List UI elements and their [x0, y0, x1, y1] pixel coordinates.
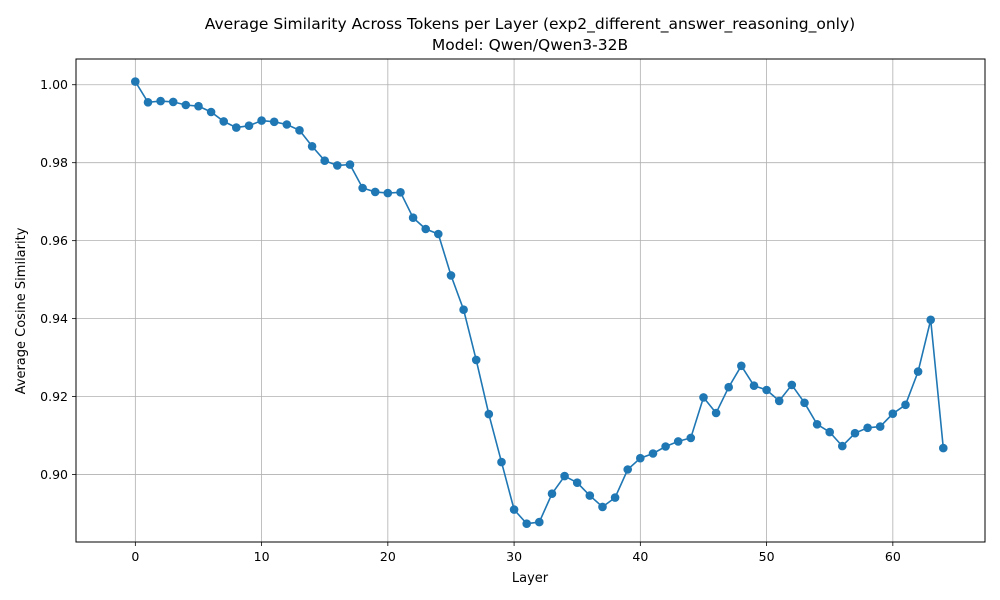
x-tick-label: 50	[759, 549, 775, 564]
data-point	[345, 160, 355, 169]
data-point	[459, 305, 468, 315]
chart-title: Average Similarity Across Tokens per Lay…	[205, 15, 855, 34]
data-point	[863, 423, 872, 433]
data-point	[471, 355, 481, 365]
data-point	[913, 367, 923, 376]
data-point	[370, 187, 380, 197]
data-point	[673, 437, 683, 446]
data-point	[901, 400, 910, 410]
data-point	[787, 380, 797, 390]
data-point	[724, 382, 733, 392]
grid-lines	[76, 59, 985, 542]
x-tick-label: 60	[885, 549, 901, 564]
data-point	[812, 420, 822, 429]
data-point	[131, 77, 140, 86]
y-tick-label: 0.98	[40, 155, 68, 170]
data-point	[699, 393, 708, 402]
y-tick-label: 0.92	[40, 389, 68, 404]
data-point	[762, 385, 771, 395]
data-point	[219, 117, 228, 126]
data-point	[282, 120, 292, 129]
data-point	[560, 471, 569, 481]
y-tick-label: 0.90	[40, 467, 68, 482]
data-point	[168, 97, 178, 107]
y-tick-label: 0.94	[40, 311, 68, 326]
data-point	[232, 123, 241, 132]
data-point	[383, 188, 393, 198]
x-tick-label: 20	[380, 549, 396, 564]
x-tick-label: 10	[254, 549, 270, 564]
data-point	[143, 98, 153, 107]
data-point	[623, 465, 632, 474]
data-point	[585, 491, 595, 500]
data-point	[535, 517, 544, 527]
data-points	[131, 77, 948, 528]
y-axis-label: Average Cosine Similarity	[14, 227, 29, 394]
data-point	[497, 457, 506, 467]
data-point	[396, 188, 405, 197]
x-axis-label: Layer	[512, 571, 549, 586]
data-point	[648, 449, 658, 458]
chart-subtitle: Model: Qwen/Qwen3-32B	[432, 36, 628, 54]
data-point	[446, 271, 456, 280]
data-point	[522, 519, 531, 528]
series-line-layer	[134, 81, 945, 525]
data-point	[320, 156, 330, 165]
data-point	[206, 107, 216, 117]
series-line	[134, 81, 945, 525]
data-point	[939, 443, 948, 453]
data-point	[737, 361, 746, 371]
y-tick-label: 1.00	[40, 77, 68, 92]
data-point	[547, 489, 557, 499]
data-point	[408, 213, 418, 222]
data-point	[636, 453, 645, 463]
data-point	[825, 427, 834, 437]
data-point	[269, 117, 279, 127]
data-point	[358, 183, 367, 193]
data-point	[711, 408, 721, 418]
data-point	[610, 493, 620, 502]
data-point	[875, 422, 885, 431]
data-point	[194, 101, 203, 111]
data-point	[686, 433, 696, 443]
data-point	[838, 441, 847, 451]
data-point	[156, 96, 165, 106]
data-point	[850, 428, 860, 438]
data-point	[598, 502, 607, 512]
data-point	[926, 315, 935, 325]
data-point	[434, 229, 443, 239]
plot-frame	[75, 58, 986, 543]
x-tick-label: 30	[506, 549, 522, 564]
data-point	[888, 409, 898, 419]
data-point	[257, 116, 266, 125]
data-point	[421, 224, 431, 234]
data-point	[509, 505, 519, 514]
data-point	[749, 381, 759, 391]
x-axis-ticks: 0 10 20 30 40 50 60	[131, 542, 901, 564]
data-point	[181, 100, 191, 110]
data-point	[661, 442, 670, 451]
data-point	[800, 398, 809, 408]
data-point	[244, 121, 254, 130]
x-tick-label: 40	[632, 549, 648, 564]
data-point	[295, 126, 304, 135]
data-point	[572, 478, 582, 488]
x-tick-label: 0	[131, 549, 139, 564]
data-point	[484, 409, 494, 419]
data-point	[307, 142, 317, 151]
data-point	[333, 161, 342, 170]
data-point	[774, 396, 784, 406]
y-axis-ticks: 0.90 0.92 0.94 0.96 0.98 1.00	[40, 77, 76, 482]
y-tick-label: 0.96	[40, 233, 68, 248]
